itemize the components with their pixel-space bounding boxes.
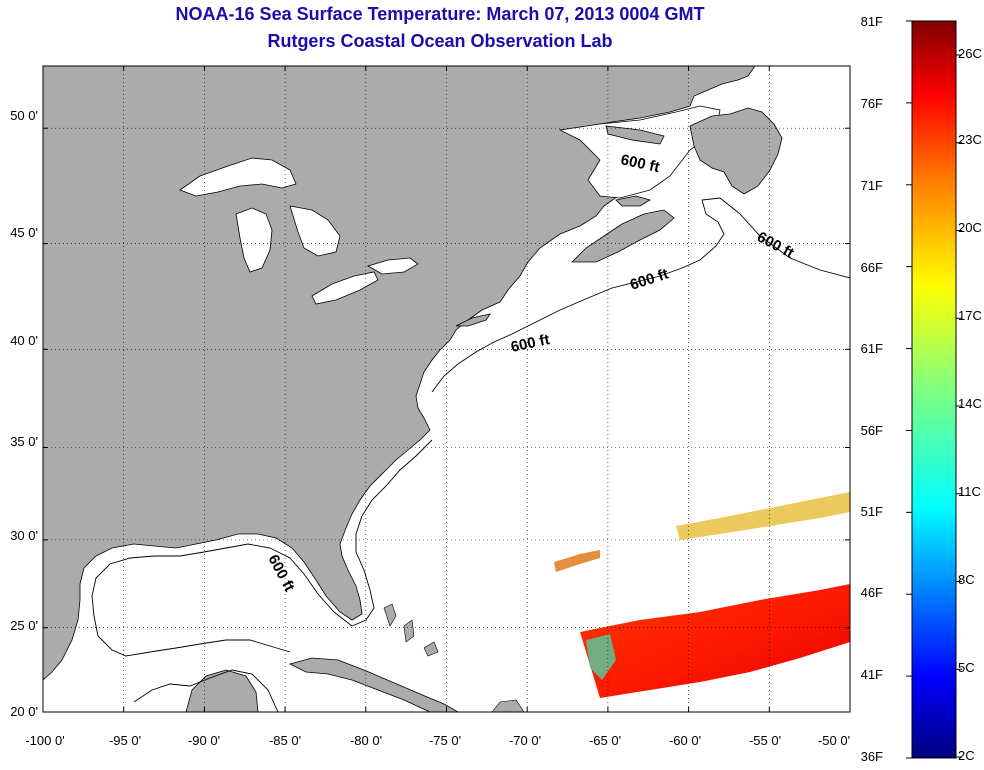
prince-edward-island — [615, 195, 651, 207]
colorbar-f-label: 41F — [860, 667, 883, 682]
colorbar-f-label: 66F — [860, 260, 883, 275]
colorbar-c-label: 20C — [958, 220, 982, 235]
nova-scotia-peninsula — [571, 209, 675, 263]
land-layer — [43, 66, 783, 712]
map-subtitle: Rutgers Coastal Ocean Observation Lab — [267, 31, 613, 51]
lat-tick-label: 50 0' — [10, 108, 38, 123]
contour-line-gulf-south — [133, 669, 279, 712]
cuba-island — [288, 657, 459, 712]
sst-swath-cyan-patch — [586, 634, 616, 680]
colorbar-f-label: 61F — [860, 341, 883, 356]
colorbar-ticks — [906, 20, 962, 759]
colorbar-c-label: 8C — [958, 572, 975, 587]
contour-line-atlantic — [431, 197, 850, 393]
contour-line-florida — [91, 439, 433, 657]
lon-tick-label: -70 0' — [508, 733, 542, 748]
lat-tick-label: 25 0' — [10, 618, 38, 633]
lat-tick-label: 20 0' — [10, 704, 38, 719]
lon-tick-label: -65 0' — [588, 733, 622, 748]
colorbar-c-label: 23C — [958, 132, 982, 147]
lake-michigan — [235, 207, 273, 273]
colorbar-c-label: 26C — [958, 46, 982, 61]
map-gridlines — [43, 66, 850, 712]
hispaniola-island — [491, 699, 525, 712]
newfoundland-island — [689, 107, 783, 195]
sst-swath-fragment — [554, 550, 600, 572]
gulf-of-st-lawrence — [558, 105, 721, 199]
map-title: NOAA-16 Sea Surface Temperature: March 0… — [175, 4, 705, 24]
lat-tick-label: 45 0' — [10, 225, 38, 240]
depth-contours — [91, 197, 850, 712]
colorbar-f-label: 51F — [860, 504, 883, 519]
colorbar-f-label: 71F — [860, 178, 883, 193]
axis-ticks — [42, 66, 851, 713]
sst-swath-main — [580, 584, 850, 698]
colorbar-c-label: 2C — [958, 748, 975, 763]
colorbar-c-label: 11C — [958, 484, 981, 499]
lon-tick-label: -60 0' — [668, 733, 702, 748]
lon-tick-label: -100 0' — [25, 733, 65, 748]
lon-tick-label: -55 0' — [748, 733, 782, 748]
colorbar-c-label: 14C — [958, 396, 982, 411]
lon-tick-label: -80 0' — [349, 733, 383, 748]
lat-tick-label: 35 0' — [10, 434, 38, 449]
colorbar-f-label: 46F — [860, 585, 883, 600]
lon-tick-label: -75 0' — [428, 733, 462, 748]
colorbar-f-label: 76F — [860, 96, 883, 111]
colorbar-f-label: 36F — [860, 749, 883, 764]
long-island — [455, 313, 491, 327]
colorbar-c-label: 17C — [958, 308, 982, 323]
sst-swath-northern — [676, 492, 850, 540]
lake-erie — [311, 271, 379, 305]
lake-ontario — [366, 257, 419, 275]
lat-tick-label: 40 0' — [10, 333, 38, 348]
colorbar-f-label: 81F — [860, 14, 883, 29]
lon-tick-label: -90 0' — [187, 733, 221, 748]
bahamas-islands — [383, 603, 439, 657]
satellite-swaths — [554, 492, 850, 698]
temperature-colorbar — [911, 20, 957, 759]
lake-superior — [179, 157, 297, 197]
lon-tick-label: -50 0' — [817, 733, 851, 748]
lon-tick-label: -85 0' — [268, 733, 302, 748]
colorbar-c-label: 5C — [958, 660, 975, 675]
lat-tick-label: 30 0' — [10, 528, 38, 543]
colorbar-f-label: 56F — [860, 423, 883, 438]
lon-tick-label: -95 0' — [108, 733, 142, 748]
